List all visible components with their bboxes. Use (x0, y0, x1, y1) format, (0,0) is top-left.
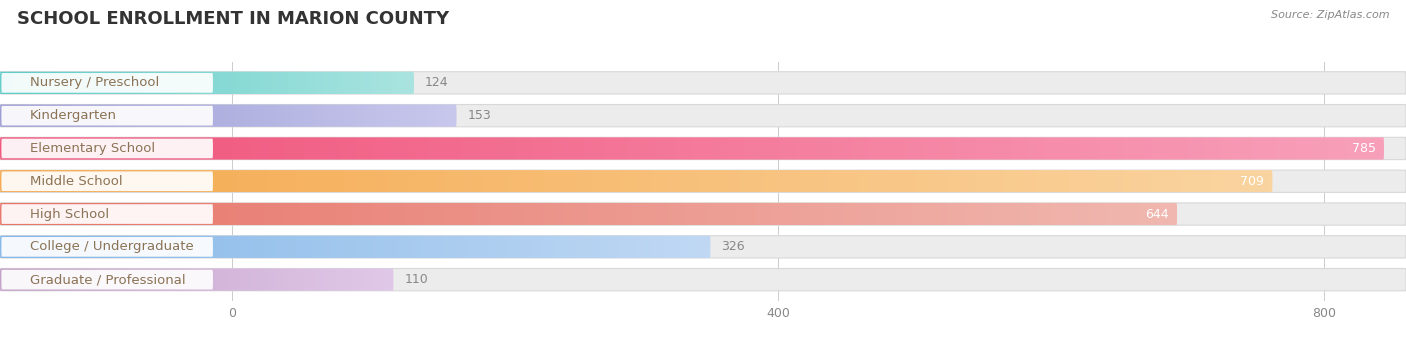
Text: Elementary School: Elementary School (30, 142, 155, 155)
FancyBboxPatch shape (0, 137, 1406, 160)
FancyBboxPatch shape (1, 139, 212, 158)
FancyBboxPatch shape (1, 204, 212, 224)
Text: 110: 110 (405, 273, 429, 286)
FancyBboxPatch shape (1, 106, 212, 126)
Text: SCHOOL ENROLLMENT IN MARION COUNTY: SCHOOL ENROLLMENT IN MARION COUNTY (17, 10, 449, 28)
Text: 153: 153 (467, 109, 491, 122)
Text: 709: 709 (1240, 175, 1264, 188)
Text: 644: 644 (1146, 208, 1168, 221)
Text: High School: High School (30, 208, 110, 221)
Text: Graduate / Professional: Graduate / Professional (30, 273, 186, 286)
Text: Middle School: Middle School (30, 175, 122, 188)
FancyBboxPatch shape (0, 105, 1406, 127)
FancyBboxPatch shape (1, 270, 212, 289)
FancyBboxPatch shape (1, 73, 212, 93)
Text: 124: 124 (425, 76, 449, 89)
Text: 785: 785 (1351, 142, 1376, 155)
FancyBboxPatch shape (0, 170, 1406, 193)
Text: Source: ZipAtlas.com: Source: ZipAtlas.com (1271, 10, 1389, 20)
Text: Nursery / Preschool: Nursery / Preschool (30, 76, 159, 89)
Text: Kindergarten: Kindergarten (30, 109, 117, 122)
FancyBboxPatch shape (1, 171, 212, 191)
FancyBboxPatch shape (0, 236, 1406, 258)
FancyBboxPatch shape (0, 203, 1406, 225)
FancyBboxPatch shape (1, 237, 212, 257)
Text: College / Undergraduate: College / Undergraduate (30, 240, 194, 253)
FancyBboxPatch shape (0, 72, 1406, 94)
FancyBboxPatch shape (0, 268, 1406, 291)
Text: 326: 326 (721, 240, 745, 253)
